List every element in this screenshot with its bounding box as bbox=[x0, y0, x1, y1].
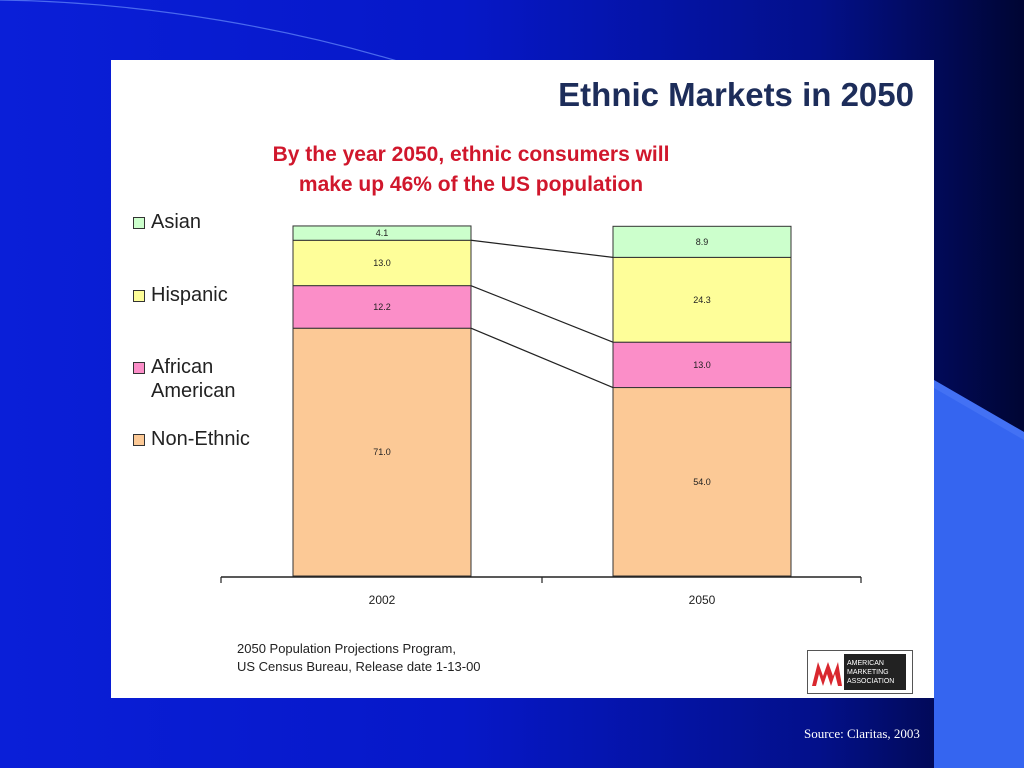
chart-subtitle: By the year 2050, ethnic consumers will … bbox=[261, 140, 681, 200]
footnote-line-1: 2050 Population Projections Program, bbox=[237, 641, 456, 656]
subtitle-line-1: By the year 2050, ethnic consumers will bbox=[272, 143, 670, 166]
data-label-2050-asian: 8.9 bbox=[696, 237, 709, 247]
legend-item-non-ethnic: Non-Ethnic bbox=[133, 427, 250, 451]
ama-logo: AMERICAN MARKETING ASSOCIATION bbox=[807, 650, 913, 694]
chart-title: Ethnic Markets in 2050 bbox=[558, 76, 914, 113]
data-label-2050-non-ethnic: 54.0 bbox=[693, 477, 711, 487]
data-label-2002-hispanic: 13.0 bbox=[373, 258, 391, 268]
legend-item-hispanic: Hispanic bbox=[133, 283, 228, 307]
footnote-line-2: US Census Bureau, Release date 1-13-00 bbox=[237, 659, 481, 674]
legend-swatch-non-ethnic bbox=[133, 434, 145, 446]
logo-text-line-2: MARKETING bbox=[847, 668, 889, 676]
bar-2050-asian bbox=[612, 225, 792, 258]
subtitle-line-2: make up 46% of the US population bbox=[298, 173, 644, 196]
source-credit: Source: Claritas, 2003 bbox=[804, 726, 920, 741]
bar-2050-hispanic bbox=[612, 256, 792, 343]
logo-text-line-1: AMERICAN bbox=[847, 659, 884, 667]
legend-label-hispanic: Hispanic bbox=[151, 284, 228, 306]
data-label-2002-african-american: 12.2 bbox=[373, 302, 391, 312]
ama-logo-text: AMERICAN MARKETING ASSOCIATION bbox=[844, 654, 906, 690]
chart-footnote: 2050 Population Projections Program, US … bbox=[237, 640, 481, 676]
bar-2002-asian bbox=[292, 225, 472, 241]
bar-2002-non-ethnic bbox=[292, 327, 472, 577]
legend-swatch-asian bbox=[133, 217, 145, 229]
data-label-2050-african-american: 13.0 bbox=[693, 360, 711, 370]
connector-line-non-ethnic-african-american bbox=[470, 327, 614, 389]
legend-item-asian: Asian bbox=[133, 210, 201, 234]
bar-2002-hispanic bbox=[292, 239, 472, 287]
legend-swatch-hispanic bbox=[133, 290, 145, 302]
legend-label-non-ethnic: Non-Ethnic bbox=[151, 428, 250, 450]
ama-logo-mark bbox=[812, 662, 842, 686]
legend-label-asian: Asian bbox=[151, 211, 202, 233]
x-tick-label-2002: 2002 bbox=[369, 593, 396, 607]
data-label-2050-hispanic: 24.3 bbox=[693, 295, 711, 305]
legend-swatch-african-american bbox=[133, 362, 145, 374]
data-label-2002-non-ethnic: 71.0 bbox=[373, 447, 391, 457]
data-label-2002-asian: 4.1 bbox=[376, 228, 389, 238]
bar-2050-african-american bbox=[612, 341, 792, 389]
legend-item-african-american: African American bbox=[133, 355, 235, 403]
x-tick-label-2050: 2050 bbox=[689, 593, 716, 607]
connector-line-african-american-hispanic bbox=[470, 285, 614, 343]
logo-text-line-3: ASSOCIATION bbox=[847, 677, 895, 685]
stacked-bar-chart: 71.0 12.2 13.0 4.1 54.0 13.0 24.3 8.9 2002 2050 bbox=[220, 225, 862, 607]
legend-label-african-american: African American bbox=[151, 356, 236, 402]
connector-line-hispanic-asian bbox=[470, 239, 614, 258]
chart-figure: Ethnic Markets in 2050 By the year 2050,… bbox=[111, 60, 934, 698]
